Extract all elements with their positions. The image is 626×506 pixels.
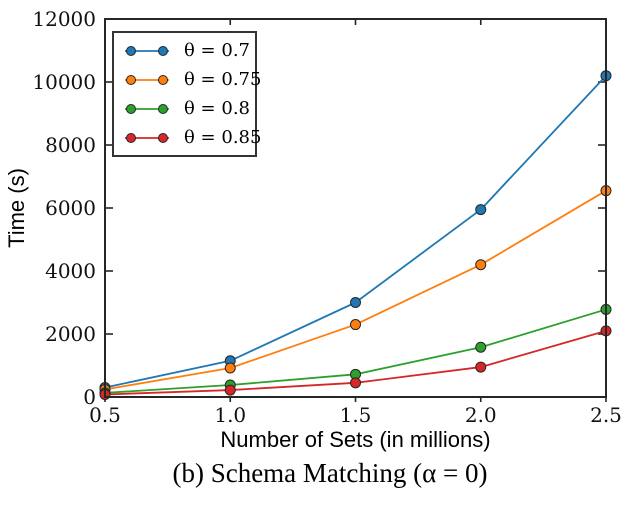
- y-tick-label: 10000: [32, 70, 96, 94]
- x-tick-label: 0.5: [89, 403, 121, 427]
- x-tick-label: 1.0: [214, 403, 246, 427]
- legend-marker-line-icon: [125, 103, 169, 114]
- data-point-marker: [475, 259, 487, 271]
- figure-caption: (b) Schema Matching (α = 0): [172, 458, 488, 488]
- y-axis-label: Time (s): [4, 168, 29, 248]
- axes-frame: [104, 18, 607, 398]
- legend: θ = 0.7 θ = 0.75 θ = 0.8 θ = 0.85: [112, 31, 261, 157]
- data-point-marker: [350, 297, 361, 308]
- y-axis-ticks: 0 2000 4000 6000 8000 10000 12000: [32, 7, 605, 409]
- data-point-marker: [350, 377, 361, 389]
- y-tick-label: 12000: [32, 7, 96, 31]
- legend-label: θ = 0.85: [184, 127, 262, 148]
- x-tick-label: 2.0: [465, 403, 497, 427]
- y-tick-label: 4000: [45, 259, 96, 283]
- series-line: [104, 189, 607, 391]
- y-tick-label: 0: [83, 385, 96, 409]
- legend-marker-line-icon: [125, 132, 169, 143]
- legend-marker-line-icon: [125, 45, 169, 56]
- data-point-marker: [224, 362, 236, 374]
- data-point-marker: [224, 384, 236, 396]
- data-point-marker: [475, 341, 487, 353]
- legend-entry: θ = 0.7: [114, 38, 255, 64]
- legend-entry: θ = 0.75: [114, 67, 261, 93]
- x-axis-label: Number of Sets (in millions): [220, 427, 491, 452]
- series--0.75: [99, 185, 612, 395]
- legend-label: θ = 0.75: [184, 69, 262, 90]
- legend-marker-line-icon: [125, 74, 169, 85]
- y-tick-label: 8000: [45, 133, 96, 157]
- y-tick-label: 2000: [45, 322, 96, 346]
- legend-label: θ = 0.8: [184, 98, 250, 119]
- data-point-marker: [475, 361, 487, 373]
- y-tick-label: 6000: [45, 196, 96, 220]
- line-chart: 0 2000 4000 6000 8000 10000 12000 0.5 1.0 1.5 2.0 2…: [32, 7, 622, 427]
- x-tick-label: 2.5: [590, 403, 622, 427]
- x-tick-label: 1.5: [340, 403, 372, 427]
- legend-label: θ = 0.7: [184, 40, 250, 61]
- legend-entry: θ = 0.85: [114, 125, 261, 151]
- data-point-marker: [350, 319, 361, 331]
- legend-entry: θ = 0.8: [114, 96, 255, 122]
- data-point-marker: [475, 204, 487, 216]
